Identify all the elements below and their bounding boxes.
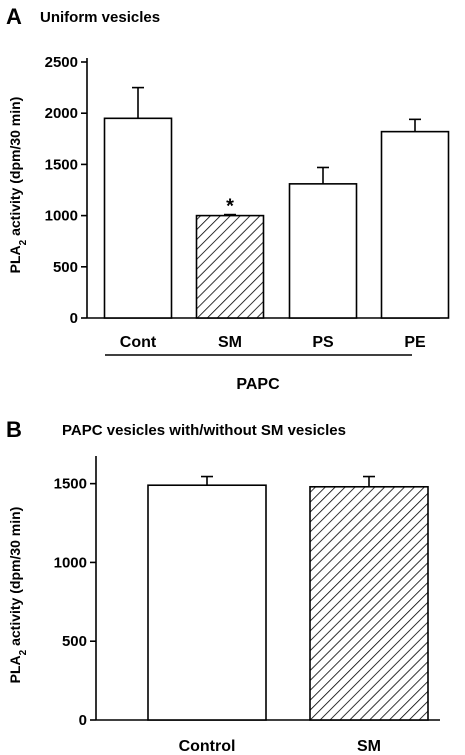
category-label: Control: [179, 738, 236, 755]
panel-b-title: PAPC vesicles with/without SM vesicles: [62, 422, 346, 439]
category-label: SM: [357, 738, 381, 755]
category-label: SM: [218, 334, 242, 351]
panel-a-axes: 0 500 1000 1500 2000 2500: [45, 54, 440, 327]
panel-b: B PAPC vesicles with/without SM vesicles…: [6, 417, 440, 755]
panel-a: A Uniform vesicles PLA2 activity (dpm/30…: [6, 4, 450, 393]
panel-a-title: Uniform vesicles: [40, 9, 160, 26]
y-tick-label: 1000: [45, 208, 78, 225]
bar: [103, 117, 173, 319]
significance-marker: *: [226, 196, 234, 218]
y-tick-label: 1000: [54, 554, 87, 571]
y-tick-label: 500: [62, 633, 87, 650]
y-tick-label: 2500: [45, 54, 78, 71]
bar: [288, 183, 358, 319]
category-label: PE: [404, 334, 426, 351]
panel-a-y-axis-label: PLA2 activity (dpm/30 min): [7, 97, 29, 274]
y-tick-label: 0: [79, 712, 87, 729]
bar: [309, 485, 429, 721]
panel-b-y-axis-label: PLA2 activity (dpm/30 min): [7, 507, 29, 684]
panel-b-bars: Control SM: [147, 475, 429, 755]
y-tick-label: 500: [53, 259, 78, 276]
category-label: Cont: [120, 334, 157, 351]
y-tick-label: 0: [70, 310, 78, 327]
y-tick-label: 1500: [54, 476, 87, 493]
panel-b-letter: B: [6, 417, 22, 442]
panel-a-letter: A: [6, 4, 22, 29]
bar: [147, 484, 267, 721]
papc-group-label: PAPC: [236, 376, 280, 393]
bar: [380, 130, 450, 319]
y-tick-label: 2000: [45, 105, 78, 122]
bar: [195, 214, 265, 319]
y-tick-label: 1500: [45, 156, 78, 173]
category-label: PS: [312, 334, 334, 351]
panel-a-bars: Cont SM * PS PE: [103, 86, 450, 351]
